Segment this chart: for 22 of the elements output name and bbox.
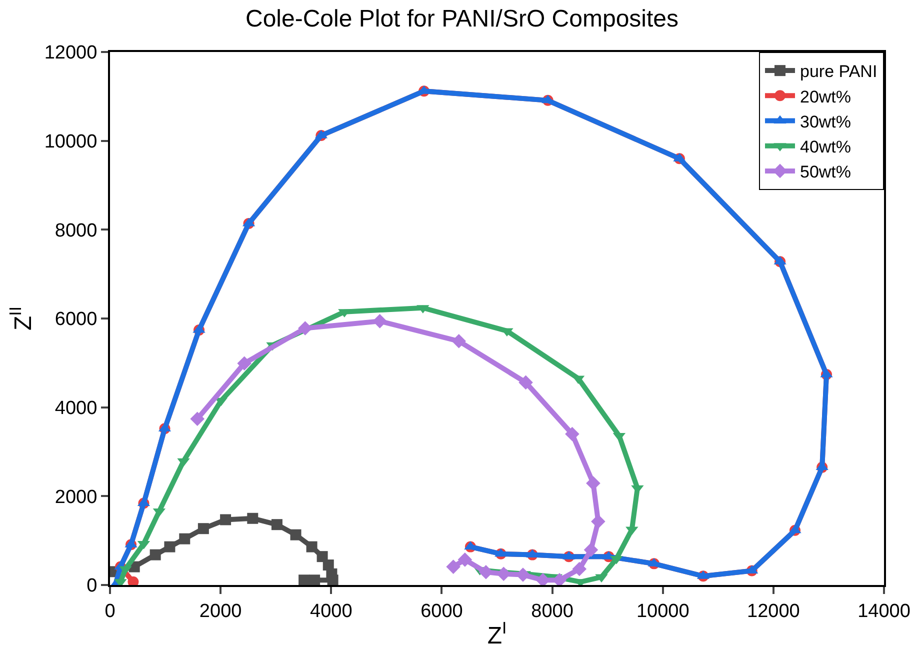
x-tick-label: 6000 (420, 600, 463, 622)
x-tick-label: 8000 (531, 600, 574, 622)
legend-label: pure PANI (800, 62, 878, 82)
y-tick-label: 12000 (44, 42, 98, 64)
y-tick-label: 4000 (54, 398, 98, 419)
legend-label: 20wt% (800, 87, 852, 106)
x-tick-label: 14000 (858, 600, 910, 622)
x-tick-label: 10000 (636, 600, 690, 622)
y-tick-label: 2000 (54, 486, 98, 508)
x-tick-label: 12000 (747, 600, 800, 622)
x-tick-label: 0 (104, 600, 116, 622)
y-tick-label: 6000 (54, 309, 98, 330)
legend-label: 50wt% (800, 162, 852, 182)
legend-label: 30wt% (800, 112, 852, 132)
y-tick-label: 8000 (54, 220, 98, 242)
chart-title: Cole-Cole Plot for PANI/SrO Composites (245, 6, 679, 33)
legend-label: 40wt% (800, 137, 852, 156)
x-tick-label: 2000 (199, 600, 242, 622)
x-tick-label: 4000 (310, 600, 352, 622)
y-tick-label: 0 (86, 576, 98, 597)
x-axis-title: Z$^{I}$ (487, 618, 507, 650)
y-tick-label: 10000 (44, 131, 98, 152)
